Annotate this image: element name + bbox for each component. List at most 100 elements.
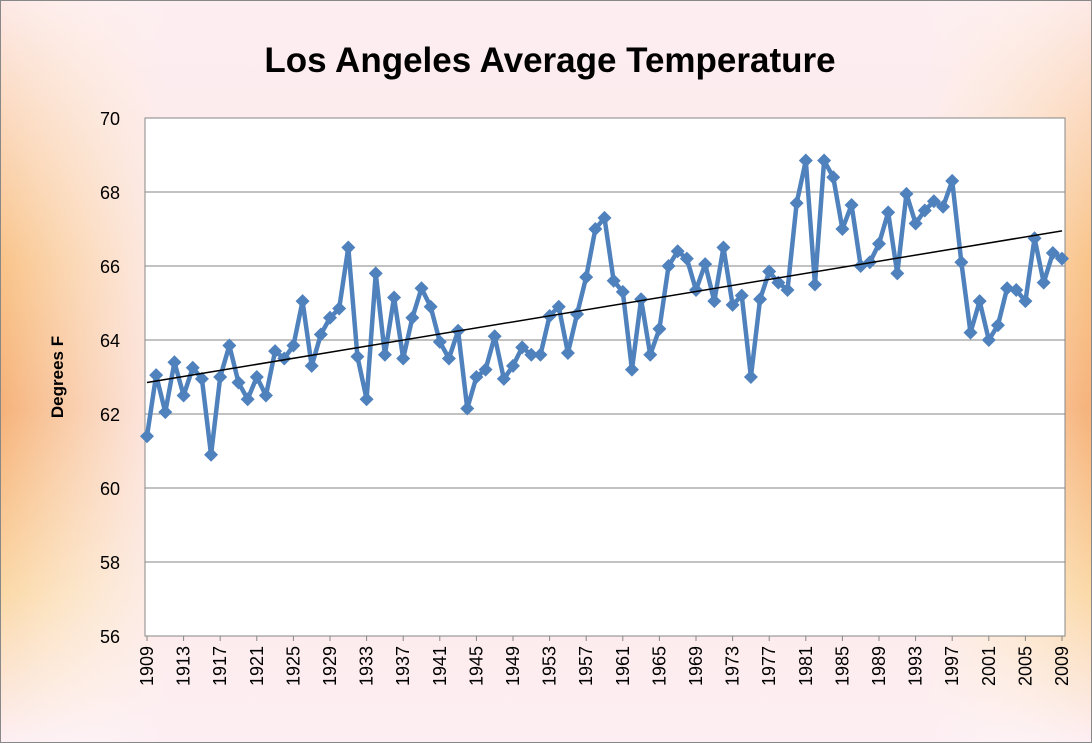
marker bbox=[460, 401, 475, 416]
marker bbox=[524, 347, 539, 362]
marker bbox=[890, 266, 905, 281]
marker bbox=[579, 270, 594, 285]
marker bbox=[881, 205, 896, 220]
marker bbox=[716, 240, 731, 255]
marker bbox=[487, 329, 502, 344]
marker bbox=[423, 299, 438, 314]
marker bbox=[698, 257, 713, 272]
marker bbox=[323, 310, 337, 325]
x-tick-label: 1981 bbox=[796, 646, 816, 686]
x-tick-label: 2005 bbox=[1015, 646, 1035, 686]
marker bbox=[762, 264, 777, 279]
marker bbox=[679, 251, 694, 266]
x-tick-label: 2001 bbox=[979, 646, 999, 686]
marker bbox=[194, 371, 209, 386]
marker bbox=[826, 170, 841, 185]
marker bbox=[249, 370, 264, 384]
marker bbox=[551, 299, 566, 314]
marker bbox=[954, 255, 969, 270]
marker bbox=[606, 273, 621, 288]
marker bbox=[753, 292, 768, 307]
marker bbox=[533, 347, 548, 362]
marker bbox=[213, 370, 228, 384]
marker bbox=[268, 344, 283, 359]
marker bbox=[1000, 281, 1015, 296]
marker bbox=[963, 325, 978, 340]
marker bbox=[743, 370, 758, 384]
x-tick-label: 1913 bbox=[174, 646, 194, 686]
marker bbox=[341, 240, 356, 255]
marker bbox=[990, 318, 1005, 333]
marker bbox=[872, 236, 886, 251]
x-tick-label: 1997 bbox=[942, 646, 962, 686]
x-tick-label: 1993 bbox=[906, 646, 926, 686]
marker bbox=[396, 351, 411, 366]
marker bbox=[405, 310, 420, 325]
marker bbox=[652, 321, 667, 336]
marker bbox=[945, 173, 960, 188]
marker bbox=[981, 333, 996, 347]
marker bbox=[506, 358, 520, 373]
y-tick-label: 56 bbox=[100, 627, 120, 647]
x-tick-label: 1965 bbox=[649, 646, 669, 686]
x-tick-label: 1949 bbox=[503, 646, 523, 686]
y-tick-label: 70 bbox=[100, 109, 120, 129]
x-tick-label: 1929 bbox=[320, 646, 340, 686]
marker bbox=[707, 294, 722, 309]
y-tick-label: 58 bbox=[100, 553, 120, 573]
marker bbox=[414, 281, 429, 296]
marker bbox=[643, 347, 658, 362]
marker bbox=[670, 244, 685, 259]
x-tick-label: 1933 bbox=[357, 646, 377, 686]
marker bbox=[387, 290, 402, 305]
marker bbox=[469, 370, 484, 384]
marker bbox=[304, 358, 319, 373]
marker bbox=[1055, 251, 1069, 266]
x-tick-label: 1961 bbox=[613, 646, 633, 686]
marker bbox=[597, 210, 612, 225]
marker bbox=[359, 392, 374, 407]
x-tick-label: 2009 bbox=[1052, 646, 1072, 686]
marker bbox=[926, 194, 941, 209]
marker bbox=[689, 283, 703, 298]
marker bbox=[899, 186, 914, 201]
marker bbox=[917, 203, 932, 218]
x-tick-label: 1973 bbox=[723, 646, 743, 686]
marker bbox=[295, 294, 310, 309]
marker bbox=[432, 334, 447, 349]
marker bbox=[204, 447, 219, 462]
x-tick-label: 1985 bbox=[832, 646, 852, 686]
x-tick-label: 1937 bbox=[393, 646, 413, 686]
marker bbox=[634, 292, 649, 307]
y-tick-label: 60 bbox=[100, 479, 120, 499]
marker bbox=[835, 222, 850, 236]
marker bbox=[140, 429, 154, 444]
marker bbox=[286, 338, 301, 353]
marker bbox=[332, 301, 347, 316]
x-tick-label: 1957 bbox=[576, 646, 596, 686]
y-tick-label: 66 bbox=[100, 257, 120, 277]
marker bbox=[368, 266, 383, 281]
x-tick-label: 1925 bbox=[283, 646, 303, 686]
marker bbox=[972, 294, 987, 309]
x-tick-label: 1917 bbox=[210, 646, 230, 686]
x-tick-label: 1969 bbox=[686, 646, 706, 686]
x-tick-label: 1977 bbox=[759, 646, 779, 686]
marker bbox=[844, 197, 859, 212]
marker bbox=[377, 347, 392, 362]
marker bbox=[185, 360, 200, 375]
marker bbox=[615, 284, 630, 299]
marker bbox=[936, 199, 951, 214]
chart-title: Los Angeles Average Temperature bbox=[264, 41, 835, 80]
marker bbox=[588, 222, 603, 236]
trendline bbox=[146, 230, 1063, 384]
marker bbox=[560, 345, 575, 360]
marker bbox=[807, 277, 822, 292]
marker bbox=[167, 355, 182, 370]
y-tick-label: 62 bbox=[100, 405, 120, 425]
marker bbox=[149, 368, 164, 383]
marker bbox=[734, 288, 749, 303]
marker bbox=[1009, 283, 1024, 298]
marker bbox=[277, 351, 292, 366]
